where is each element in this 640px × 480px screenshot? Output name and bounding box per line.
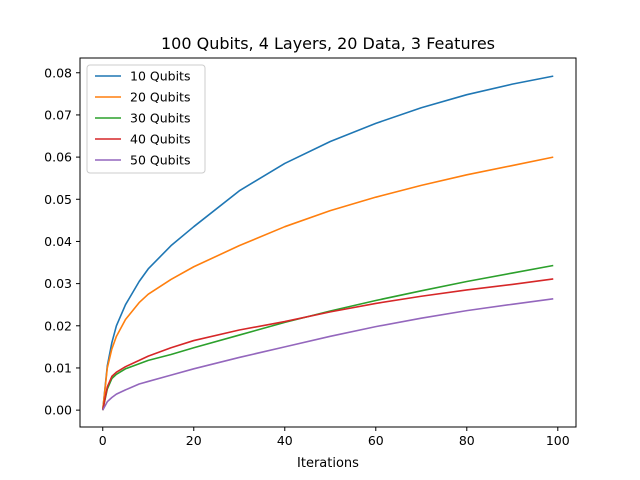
y-tick-label: 0.05: [44, 192, 72, 207]
legend-label: 40 Qubits: [130, 132, 190, 147]
y-tick-label: 0.08: [44, 65, 72, 80]
plot-frame: [79, 57, 577, 428]
y-tick-label: 0.02: [44, 318, 72, 333]
y-tick-label: 0.01: [44, 360, 72, 375]
series-line: [101, 264, 554, 411]
x-tick-label: 0: [99, 433, 107, 448]
x-axis-title: Iterations: [297, 456, 359, 471]
chart-title: 100 Qubits, 4 Layers, 20 Data, 3 Feature…: [161, 34, 495, 53]
x-tick-label: 40: [277, 433, 293, 448]
series-line: [101, 278, 554, 411]
legend-label: 20 Qubits: [130, 90, 190, 105]
series-line: [102, 298, 554, 411]
legend: 10 Qubits 20 Qubits 30 Qubits 40 Qubits 50 Q…: [86, 64, 206, 174]
y-tick-label: 0.04: [44, 234, 72, 249]
y-axis: 0.00 0.01 0.02 0.03 0.04 0.05 0.06 0.07 0.08: [44, 65, 80, 418]
x-tick-label: 100: [546, 433, 570, 448]
x-tick-label: 80: [459, 433, 475, 448]
series-line: [101, 75, 554, 411]
y-tick-label: 0.00: [44, 403, 72, 418]
legend-label: 30 Qubits: [130, 111, 190, 126]
legend-label: 50 Qubits: [130, 153, 190, 168]
x-tick-label: 20: [186, 433, 202, 448]
series-line: [101, 156, 554, 411]
series-layer: [101, 75, 554, 411]
legend-label: 10 Qubits: [130, 69, 190, 84]
y-tick-label: 0.03: [44, 276, 72, 291]
legend-box: [86, 64, 206, 174]
y-tick-label: 0.07: [44, 107, 72, 122]
y-tick-label: 0.06: [44, 150, 72, 165]
x-axis: 0 20 40 60 80 100: [99, 427, 570, 448]
x-tick-label: 60: [368, 433, 384, 448]
